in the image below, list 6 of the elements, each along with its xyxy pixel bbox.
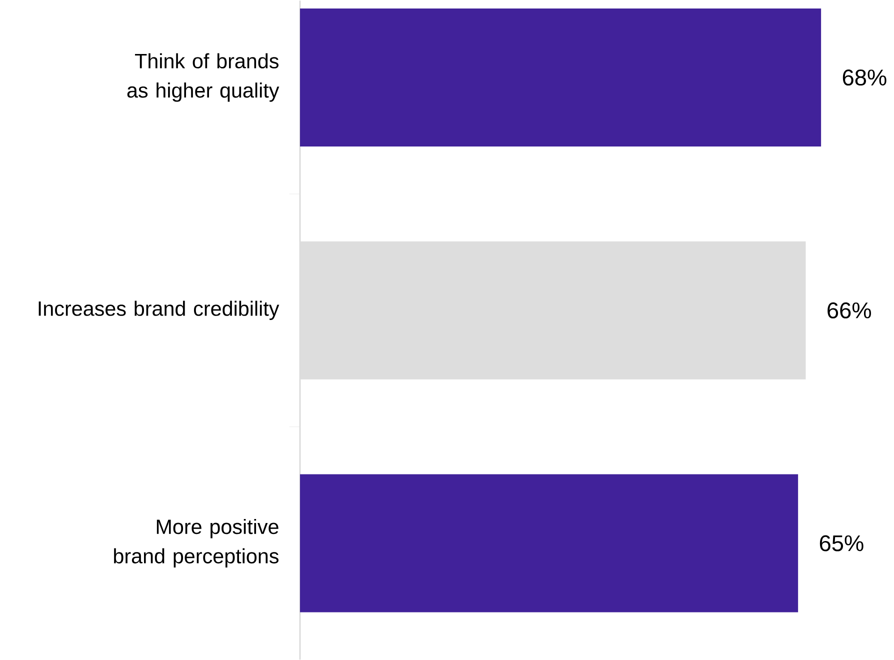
- data-label: 65%: [820, 535, 864, 552]
- y-tick-label: Think of brands as higher quality: [127, 53, 280, 102]
- data-label: 68%: [842, 69, 886, 86]
- y-tick-label: Increases brand credibility: [38, 300, 280, 320]
- data-label: 66%: [828, 302, 871, 318]
- y-tick-label: More positive brand perceptions: [114, 518, 278, 568]
